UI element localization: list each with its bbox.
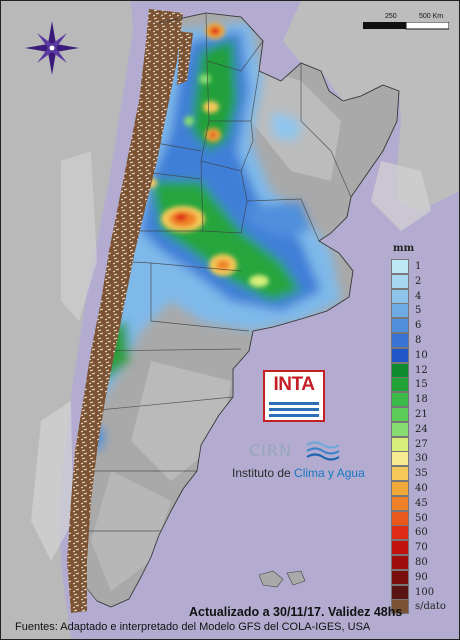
legend-label: 70 xyxy=(415,542,428,554)
legend-item: 35 xyxy=(391,466,455,482)
legend-item: 60 xyxy=(391,525,455,541)
legend-item: 5 xyxy=(391,303,455,319)
legend-swatch xyxy=(391,555,409,570)
legend-label: 15 xyxy=(415,379,428,391)
legend-label: 5 xyxy=(415,305,422,317)
cirn-waves-icon xyxy=(306,441,340,461)
legend-item: 100 xyxy=(391,584,455,600)
legend-item: 80 xyxy=(391,555,455,570)
scale-label-mid: 250 xyxy=(385,13,397,20)
legend-item: 50 xyxy=(391,510,455,526)
legend-swatch xyxy=(391,421,409,437)
inta-logo: INTA xyxy=(263,370,325,422)
legend-label: 30 xyxy=(415,453,428,465)
legend-item: 90 xyxy=(391,569,455,585)
compass-rose-icon xyxy=(25,21,79,75)
legend-swatch xyxy=(391,481,409,496)
legend-swatch xyxy=(391,362,409,378)
legend-swatch xyxy=(391,540,409,556)
legend-swatch xyxy=(391,392,409,408)
cirn-subtitle: Instituto de Clima y Agua xyxy=(232,466,365,480)
legend-item: 21 xyxy=(391,407,455,422)
legend-item: 45 xyxy=(391,495,455,511)
legend-item: 24 xyxy=(391,421,455,437)
legend-label: 90 xyxy=(415,571,428,583)
legend-swatch xyxy=(391,584,409,600)
legend-label: 4 xyxy=(415,290,422,302)
cirn-subtitle-highlight: Clima y Agua xyxy=(294,466,365,480)
scale-label-end: 500 Km xyxy=(419,13,444,20)
legend-item: 4 xyxy=(391,288,455,304)
legend-label: 21 xyxy=(415,409,428,420)
legend-swatch xyxy=(391,288,409,304)
legend-swatch xyxy=(391,466,409,482)
legend-label: 50 xyxy=(415,512,428,524)
legend-item: 2 xyxy=(391,273,455,289)
legend-label: 12 xyxy=(415,364,428,376)
inta-logo-text: INTA xyxy=(273,374,315,395)
legend-item: 70 xyxy=(391,540,455,556)
legend-swatch xyxy=(391,347,409,363)
legend-swatch xyxy=(391,599,409,615)
legend-label: 45 xyxy=(415,497,428,509)
legend-swatch xyxy=(391,259,409,274)
legend-swatch xyxy=(391,451,409,467)
legend-swatch xyxy=(391,407,409,422)
legend-label: 1 xyxy=(415,261,422,272)
updated-text: Actualizado a 30/11/17. Validez 48hs xyxy=(189,605,403,619)
legend-swatch xyxy=(391,495,409,511)
legend-item: 40 xyxy=(391,481,455,496)
legend-item: 12 xyxy=(391,362,455,378)
cirn-logo-text: CIRN xyxy=(249,441,292,460)
legend-swatch xyxy=(391,510,409,526)
legend-label: 80 xyxy=(415,557,428,568)
legend-item: 30 xyxy=(391,451,455,467)
legend-item: 10 xyxy=(391,347,455,363)
legend-swatch xyxy=(391,569,409,585)
legend-label: 18 xyxy=(415,394,428,406)
cirn-subtitle-prefix: Instituto de xyxy=(232,466,295,480)
legend-swatch xyxy=(391,303,409,319)
legend-item: 8 xyxy=(391,333,455,348)
legend-label: 40 xyxy=(415,483,428,494)
legend-label: 60 xyxy=(415,527,428,539)
legend-label: 8 xyxy=(415,335,422,346)
legend-item: 27 xyxy=(391,436,455,452)
legend-label: 27 xyxy=(415,438,428,450)
scale-bar-graphic xyxy=(363,22,449,30)
legend-label: s/dato xyxy=(415,601,446,613)
sources-text: Fuentes: Adaptado e interpretado del Mod… xyxy=(15,621,371,633)
legend-swatch xyxy=(391,525,409,541)
legend-item: 18 xyxy=(391,392,455,408)
legend-label: 100 xyxy=(415,586,435,598)
legend-item: 15 xyxy=(391,377,455,393)
legend-swatch xyxy=(391,273,409,289)
legend-item: 1 xyxy=(391,259,455,274)
legend-label: 2 xyxy=(415,275,422,287)
legend-swatch xyxy=(391,436,409,452)
legend-swatch xyxy=(391,377,409,393)
legend-unit: mm xyxy=(393,243,415,254)
legend-item: 6 xyxy=(391,318,455,334)
legend-item: s/dato xyxy=(391,599,455,615)
legend-label: 6 xyxy=(415,320,422,332)
legend-swatch xyxy=(391,333,409,348)
legend-swatch xyxy=(391,318,409,334)
legend-label: 35 xyxy=(415,468,428,480)
legend-label: 24 xyxy=(415,423,428,435)
legend-label: 10 xyxy=(415,349,428,361)
